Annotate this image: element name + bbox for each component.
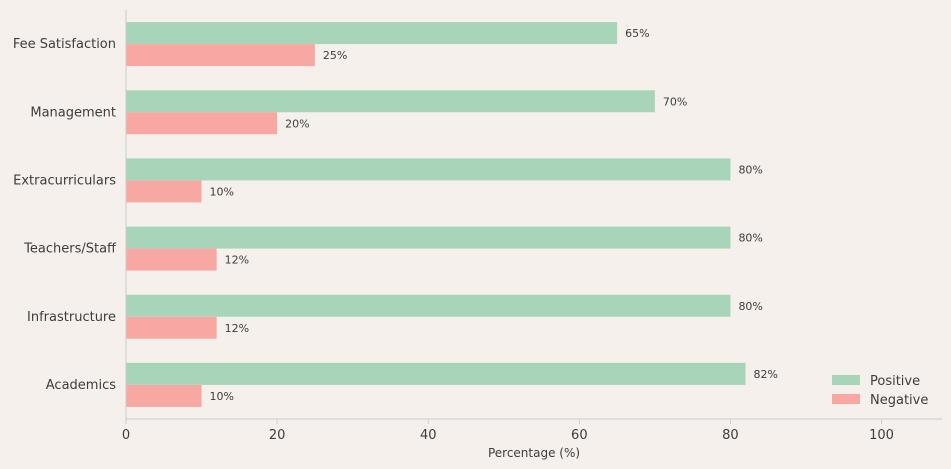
value-label-positive-extracurriculars: 80% [738,163,762,176]
bar-positive-teachers-staff [126,226,731,249]
value-label-positive-fee-satisfaction: 65% [625,27,649,40]
bar-negative-management [126,112,278,135]
value-label-negative-extracurriculars: 10% [210,185,234,198]
legend: Positive Negative [832,374,928,408]
bar-negative-infrastructure [126,316,217,339]
bar-negative-fee-satisfaction [126,44,315,67]
bar-positive-management [126,90,655,113]
category-label-academics: Academics [46,378,116,393]
x-tick-label-20: 20 [269,428,286,443]
category-label-fee-satisfaction: Fee Satisfaction [13,37,116,52]
legend-swatch-positive [832,375,860,385]
value-label-negative-infrastructure: 12% [225,322,249,335]
category-label-extracurriculars: Extracurriculars [13,173,116,188]
x-tick-label-0: 0 [122,428,130,443]
x-ticks: 0 20 40 60 80 100 [122,419,894,443]
value-label-positive-infrastructure: 80% [738,300,762,313]
category-label-infrastructure: Infrastructure [27,310,116,325]
value-label-negative-management: 20% [285,117,309,130]
legend-swatch-negative [832,394,860,404]
bar-negative-extracurriculars [126,180,202,203]
bars-group [126,22,746,407]
x-tick-label-60: 60 [571,428,588,443]
value-label-positive-management: 70% [663,95,687,108]
value-label-positive-teachers-staff: 80% [738,232,762,245]
category-labels: Fee Satisfaction Management Extracurricula… [13,37,117,393]
x-tick-label-80: 80 [722,428,739,443]
bar-negative-academics [126,384,202,407]
x-tick-label-100: 100 [869,428,894,443]
value-labels: 65% 25% 70% 20% 80% 10% 80% 12% 80% 12% 82% 10% [210,27,778,403]
x-axis-title: Percentage (%) [488,446,580,460]
value-label-negative-academics: 10% [210,390,234,403]
legend-label-positive: Positive [870,374,920,389]
bar-negative-teachers-staff [126,248,217,271]
legend-label-negative: Negative [870,393,928,408]
category-label-management: Management [30,105,116,120]
bar-positive-extracurriculars [126,158,731,181]
category-label-teachers-staff: Teachers/Staff [23,242,117,257]
value-label-positive-academics: 82% [754,368,778,381]
bar-positive-fee-satisfaction [126,22,618,45]
bar-positive-infrastructure [126,294,731,317]
value-label-negative-fee-satisfaction: 25% [323,49,347,62]
value-label-negative-teachers-staff: 12% [225,254,249,267]
x-tick-label-40: 40 [420,428,437,443]
bar-positive-academics [126,362,746,385]
